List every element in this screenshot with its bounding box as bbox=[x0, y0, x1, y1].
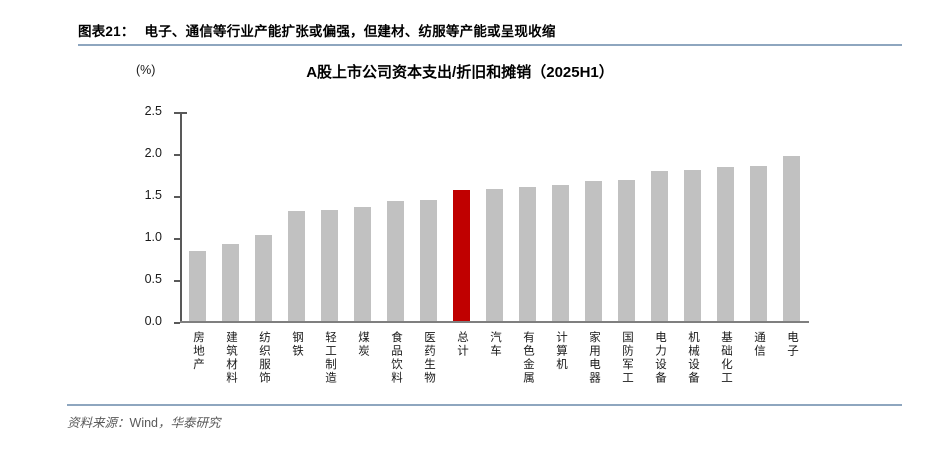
bar-slot: 医药生物 bbox=[420, 112, 437, 385]
y-axis-line bbox=[180, 112, 182, 323]
y-tick-label: 2.0 bbox=[144, 146, 162, 160]
y-tick-mark bbox=[174, 280, 180, 282]
figure-title: 电子、通信等行业产能扩张或偏强，但建材、纺服等产能或呈现收缩 bbox=[144, 24, 556, 39]
bar-highlight-总计 bbox=[453, 189, 470, 321]
source-prefix: 资料来源： bbox=[67, 416, 130, 430]
x-category-label: 轻工制造 bbox=[324, 331, 336, 385]
y-tick-mark bbox=[174, 196, 180, 198]
bar-医药生物 bbox=[420, 199, 437, 321]
bar-slot: 电子 bbox=[783, 112, 800, 358]
x-category-label: 房地产 bbox=[192, 331, 204, 372]
x-category-label: 国防军工 bbox=[621, 331, 633, 385]
bar-国防军工 bbox=[618, 179, 635, 321]
bar-汽车 bbox=[486, 188, 503, 321]
x-category-label: 机械设备 bbox=[687, 331, 699, 385]
x-category-label: 纺织服饰 bbox=[258, 331, 270, 385]
y-tick-label: 1.5 bbox=[144, 188, 162, 202]
bar-slot: 煤炭 bbox=[354, 112, 371, 358]
bar-纺织服饰 bbox=[255, 234, 272, 321]
bar-slot: 计算机 bbox=[552, 112, 569, 372]
bar-食品饮料 bbox=[387, 200, 404, 321]
bar-通信 bbox=[750, 165, 767, 321]
x-axis-line bbox=[180, 321, 809, 323]
bar-slot: 食品饮料 bbox=[387, 112, 404, 385]
chart-title: A股上市公司资本支出/折旧和摊销（2025H1） bbox=[306, 64, 614, 81]
bar-slot: 国防军工 bbox=[618, 112, 635, 385]
x-category-label: 计算机 bbox=[555, 331, 567, 372]
y-tick-mark bbox=[174, 112, 180, 114]
bar-计算机 bbox=[552, 184, 569, 321]
bar-建筑材料 bbox=[222, 244, 239, 321]
bar-机械设备 bbox=[684, 169, 701, 321]
bar-slot: 通信 bbox=[750, 112, 767, 358]
x-category-label: 通信 bbox=[753, 331, 765, 358]
bar-slot: 纺织服饰 bbox=[255, 112, 272, 385]
bar-煤炭 bbox=[354, 207, 371, 321]
bar-slot: 房地产 bbox=[189, 112, 206, 372]
bar-家用电器 bbox=[585, 180, 602, 321]
x-category-label: 基础化工 bbox=[720, 331, 732, 385]
figure-header: 图表21： 电子、通信等行业产能扩张或偏强，但建材、纺服等产能或呈现收缩 bbox=[78, 20, 556, 40]
footer-divider bbox=[67, 404, 902, 406]
bar-电力设备 bbox=[651, 170, 668, 321]
source-note: 资料来源：Wind，华泰研究 bbox=[67, 412, 221, 431]
y-tick-label: 0.0 bbox=[144, 314, 162, 328]
x-category-label: 汽车 bbox=[489, 331, 501, 358]
bar-slot: 轻工制造 bbox=[321, 112, 338, 385]
bar-slot: 汽车 bbox=[486, 112, 503, 358]
source-name: Wind bbox=[129, 416, 158, 430]
x-category-label: 煤炭 bbox=[357, 331, 369, 358]
y-tick-mark bbox=[174, 322, 180, 324]
x-category-label: 电子 bbox=[786, 331, 798, 358]
y-axis-unit-label: (%) bbox=[136, 63, 156, 77]
bar-基础化工 bbox=[717, 167, 734, 321]
bar-钢铁 bbox=[288, 210, 305, 321]
y-tick-label: 0.5 bbox=[144, 272, 162, 286]
x-category-label: 钢铁 bbox=[291, 331, 303, 358]
bar-slot: 家用电器 bbox=[585, 112, 602, 385]
bar-电子 bbox=[783, 155, 800, 321]
bar-轻工制造 bbox=[321, 209, 338, 321]
bar-chart-plot-area: 房地产 建筑材料 纺织服饰 钢铁 轻工制造 煤炭 食品饮料 医药生物 总计 汽车 有色金属 计算机 家用… bbox=[174, 112, 809, 385]
y-axis-labels: 2.5 2.0 1.5 1.0 0.5 0.0 bbox=[132, 104, 172, 328]
bar-slot: 建筑材料 bbox=[222, 112, 239, 385]
y-tick-label: 1.0 bbox=[144, 230, 162, 244]
x-category-label: 食品饮料 bbox=[390, 331, 402, 385]
x-category-label: 医药生物 bbox=[423, 331, 435, 385]
bar-slot: 总计 bbox=[453, 112, 470, 358]
x-category-label: 建筑材料 bbox=[225, 331, 237, 385]
source-suffix: ，华泰研究 bbox=[158, 416, 221, 430]
bar-slot: 机械设备 bbox=[684, 112, 701, 385]
y-tick-label: 2.5 bbox=[144, 104, 162, 118]
bar-slot: 有色金属 bbox=[519, 112, 536, 385]
header-divider bbox=[78, 44, 902, 46]
bar-房地产 bbox=[189, 250, 206, 321]
x-category-label: 家用电器 bbox=[588, 331, 600, 385]
x-category-label: 总计 bbox=[456, 331, 468, 358]
figure-number: 图表21： bbox=[78, 24, 135, 39]
y-tick-mark bbox=[174, 154, 180, 156]
bar-slot: 钢铁 bbox=[288, 112, 305, 358]
bar-slot: 基础化工 bbox=[717, 112, 734, 385]
x-category-label: 有色金属 bbox=[522, 331, 534, 385]
bar-有色金属 bbox=[519, 187, 536, 321]
bar-slot: 电力设备 bbox=[651, 112, 668, 385]
y-axis-top-cap bbox=[181, 112, 187, 114]
x-category-label: 电力设备 bbox=[654, 331, 666, 385]
y-tick-mark bbox=[174, 238, 180, 240]
